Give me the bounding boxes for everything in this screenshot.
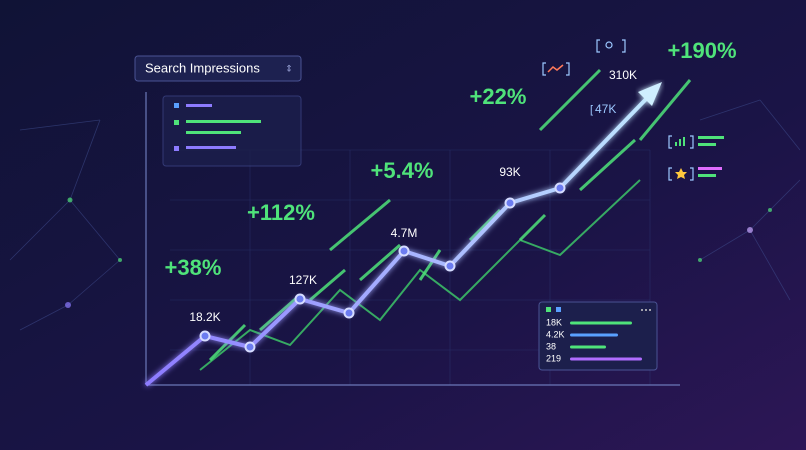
dropdown-label[interactable]: Search Impressions [145,60,260,75]
secondary-line [199,179,641,371]
grid [170,149,651,385]
stats-row-label: 4.2K [546,329,565,339]
point-label: 4.7M [391,226,418,240]
point-label: 127K [289,273,317,287]
icon-trend [547,64,564,73]
dropdown-caret[interactable]: ⇕ [285,63,293,73]
stats-row-label: 38 [546,341,556,351]
growth-label: +112% [247,200,315,225]
stats-row-bar [570,345,606,349]
main-line [144,93,652,387]
line-points [199,182,566,353]
mini-panel-bars [174,103,261,151]
dropdown[interactable] [134,55,302,82]
network [9,99,801,331]
icon-star [675,168,687,179]
point-label: 310K [609,68,637,82]
stats-row-bar [570,333,618,337]
icon-bars [675,136,724,177]
network-nodes [65,197,772,308]
main-arrowhead [638,82,662,106]
growth-label: +38% [165,255,222,280]
icon-tags [542,39,694,181]
growth-label: +190% [667,38,736,63]
stats-row-bar [570,321,632,325]
growth-label: +22% [470,84,527,109]
point-label: 93K [499,165,520,179]
arrows [208,68,692,362]
stats-row-label: 18K [546,317,562,327]
bracket: [ [590,104,593,116]
stats-row-bar [570,357,642,361]
stats-rows: 18K 4.2K 38 219 [546,317,642,363]
growth-label: +5.4% [371,158,434,183]
stats-row-label: 219 [546,353,561,363]
point-label: 18.2K [189,310,220,324]
point-label: 47K [595,102,616,116]
stats-panel-icons [546,307,651,312]
